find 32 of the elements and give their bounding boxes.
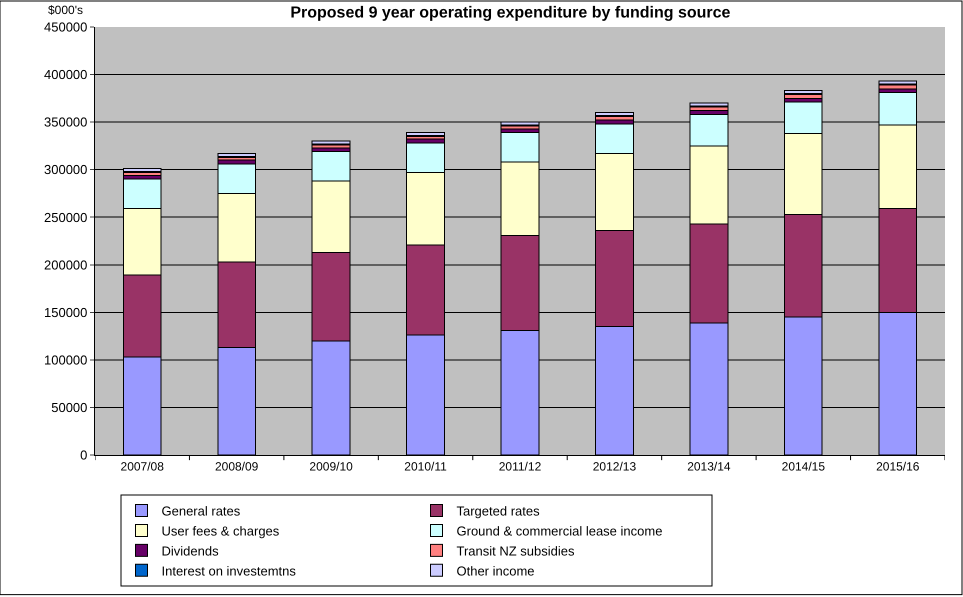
y-axis-title: $000's	[48, 3, 83, 17]
legend-label: User fees & charges	[162, 524, 280, 539]
y-tick-label: 300000	[44, 162, 88, 178]
legend-label: Ground & commercial lease income	[456, 524, 662, 539]
x-tick-label: 2011/12	[498, 459, 542, 474]
y-tick-label: 200000	[44, 257, 88, 272]
bar	[406, 132, 445, 136]
chart-title: Proposed 9 year operating expenditure by funding source	[290, 4, 731, 22]
bar	[312, 140, 350, 144]
x-tick-label: 2015/16	[876, 459, 920, 474]
x-tick-label: 2008/09	[214, 459, 259, 474]
x-tick-label: 2007/08	[120, 459, 164, 474]
legend-label: Interest on investemtns	[162, 563, 296, 578]
legend-label: Transit NZ subsidies	[456, 543, 575, 558]
y-tick-label: 100000	[44, 352, 88, 368]
y-tick-label: 0	[80, 448, 88, 463]
legend-label: Dividends	[162, 543, 220, 558]
x-tick-label: 2013/14	[687, 459, 731, 474]
x-tick-label: 2010/11	[404, 459, 448, 474]
x-tick-label: 2014/15	[782, 459, 826, 474]
y-tick-label: 50000	[51, 400, 88, 415]
x-tick-label: 2012/13	[592, 459, 636, 474]
y-tick-label: 150000	[44, 304, 88, 320]
legend-label: General rates	[162, 504, 241, 519]
y-tick-label: 350000	[44, 114, 88, 130]
legend-label: Targeted rates	[456, 504, 540, 519]
y-tick-label: 250000	[44, 210, 88, 225]
bar	[217, 153, 256, 157]
y-tick-label: 400000	[44, 67, 88, 82]
x-tick-label: 2009/10	[309, 459, 354, 474]
y-tick-label: 450000	[44, 20, 88, 35]
legend-label: Other income	[456, 563, 535, 578]
